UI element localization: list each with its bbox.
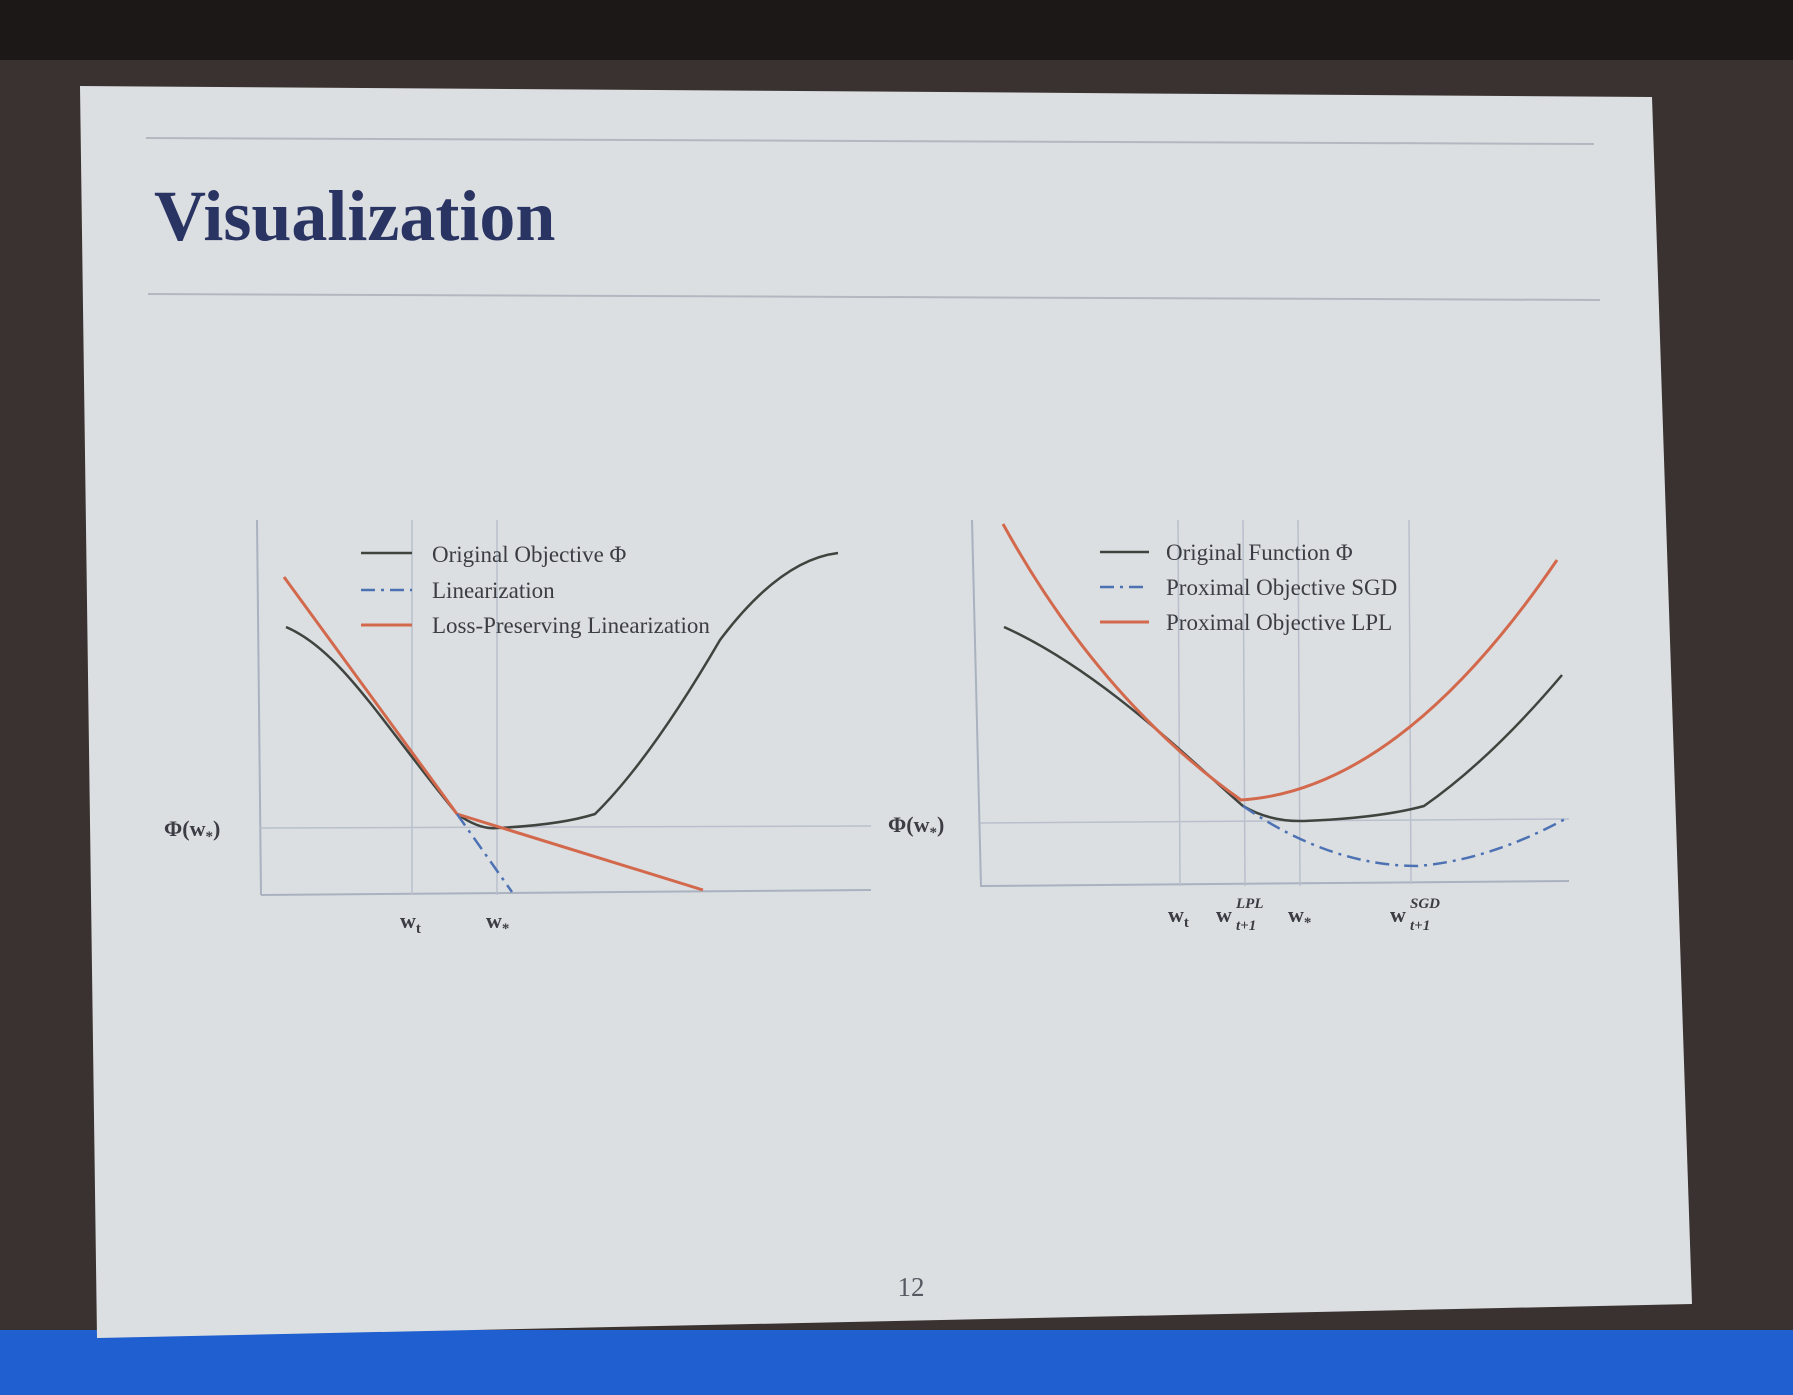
text-part: w [400,908,416,933]
text-part: w [1168,902,1184,927]
y-label: Φ(w*) [164,816,220,845]
text-part: * [205,829,213,845]
text-part: LPL [1235,896,1264,912]
grid-line [258,825,872,829]
text-part: w [1288,902,1304,927]
legend-label: Linearization [432,578,555,603]
x-label: wt [1168,902,1189,931]
text-part: Φ(w [164,816,206,841]
text-part: ) [213,816,220,841]
grid-line [1177,519,1181,887]
text-part: t [416,921,421,937]
curve [455,813,514,893]
y-label: Φ(w*) [888,812,944,841]
legend-label: Proximal Objective LPL [1166,610,1392,635]
text-part: Φ(w [888,812,930,837]
grid-line [979,818,1570,824]
text-part: * [1304,915,1312,931]
curve [1001,523,1559,802]
y-axis [256,519,262,896]
x-axis [260,889,872,896]
text-part: SGD [1410,896,1440,912]
x-label: w* [1288,902,1311,931]
screen-bottom [0,1330,1793,1395]
x-label: w* [486,908,509,937]
legend-label: Loss-Preserving Linearization [432,613,710,638]
legend-label: Original Function Φ [1166,540,1353,565]
text-part: * [502,921,510,937]
grid-line [1408,519,1412,885]
grid-line [1242,519,1246,887]
text-part: t+1 [1410,918,1430,934]
text-part: w [486,908,502,933]
slide [80,86,1692,1338]
text-part: w [1390,902,1406,927]
text-part: w [1216,902,1232,927]
slide-title: Visualization [154,176,555,256]
top-rule [145,137,1595,145]
legend-label: Original Objective Φ [432,542,627,567]
grid-line [1297,519,1301,887]
curve [1003,625,1563,823]
figure-right: Original Function Φ Proximal Objective S… [888,519,1570,934]
title-rule [147,293,1601,301]
x-axis [980,880,1570,887]
x-label: wt [400,908,421,937]
legend-label: Proximal Objective SGD [1166,575,1397,600]
y-axis [971,519,982,888]
x-label: w SGD t+1 [1390,896,1440,934]
page-number: 12 [898,1272,925,1302]
text-part: t [1184,915,1189,931]
text-part: t+1 [1236,918,1256,934]
curve [285,551,839,830]
curve [1242,804,1568,868]
text-part: * [929,825,937,841]
figure-left: Original Objective Φ Linearization Loss-… [164,519,872,937]
x-label: w LPL t+1 [1216,896,1264,934]
text-part: ) [937,812,944,837]
